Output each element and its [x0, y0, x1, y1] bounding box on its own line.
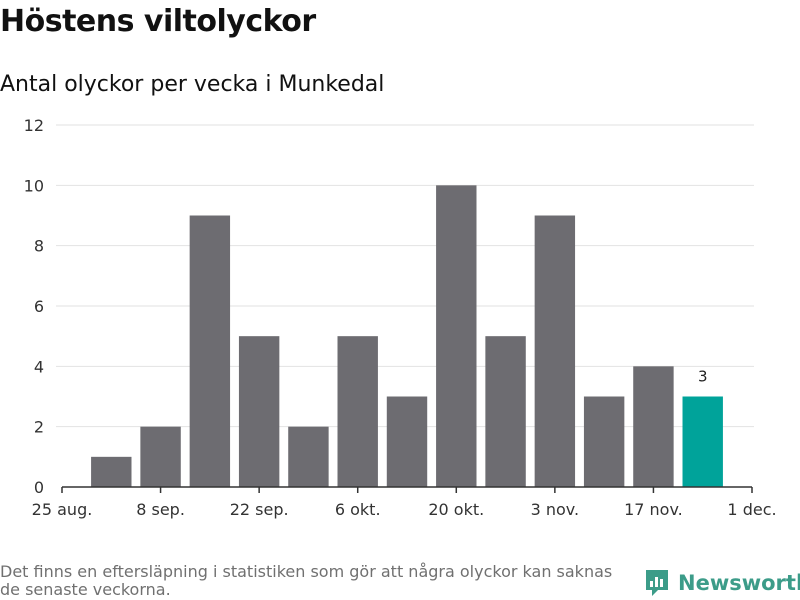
- bars: 3: [91, 185, 723, 488]
- newsworthy-logo-icon: [646, 570, 668, 596]
- bar: [583, 396, 625, 487]
- footnote: Det finns en eftersläpning i statistiken…: [0, 562, 613, 599]
- y-tick-label: 4: [34, 357, 44, 376]
- bar: [238, 336, 280, 487]
- chart-title: Höstens viltolyckor: [0, 4, 316, 39]
- brand-name: Newsworthy: [678, 571, 800, 595]
- y-tick-label: 0: [34, 478, 44, 497]
- bar: [436, 185, 477, 488]
- bar: [534, 215, 576, 487]
- x-tick-label: 8 sep.: [136, 500, 185, 519]
- y-tick-label: 8: [34, 237, 44, 256]
- x-tick-label: 6 okt.: [335, 500, 381, 519]
- y-tick-label: 2: [34, 418, 44, 437]
- bar: [189, 215, 231, 487]
- bar: [633, 366, 674, 487]
- x-tick-label: 17 nov.: [624, 500, 683, 519]
- x-tick-label: 20 okt.: [428, 500, 484, 519]
- bar: [140, 426, 181, 487]
- bar: [91, 456, 132, 487]
- y-tick-label: 6: [34, 297, 44, 316]
- y-tick-label: 10: [24, 176, 44, 195]
- x-tick-label: 25 aug.: [32, 500, 93, 519]
- bar: [682, 396, 723, 487]
- bar: [386, 396, 428, 487]
- y-tick-label: 12: [24, 116, 44, 135]
- chart-subtitle: Antal olyckor per vecka i Munkedal: [0, 72, 385, 97]
- bar: [485, 336, 526, 487]
- x-tick-label: 22 sep.: [230, 500, 289, 519]
- x-axis: 25 aug. 8 sep. 22 sep. 6 okt. 20 okt. 3 nov. 1…: [32, 486, 777, 519]
- bar-value-label: 3: [698, 368, 708, 386]
- bar: [337, 336, 378, 487]
- brand[interactable]: Newsworthy: [644, 568, 800, 598]
- x-tick-label: 1 dec.: [727, 500, 776, 519]
- x-tick-label: 3 nov.: [531, 500, 580, 519]
- y-axis-ticks: 0 2 4 6 8 10 12: [24, 116, 44, 497]
- bar: [288, 426, 329, 487]
